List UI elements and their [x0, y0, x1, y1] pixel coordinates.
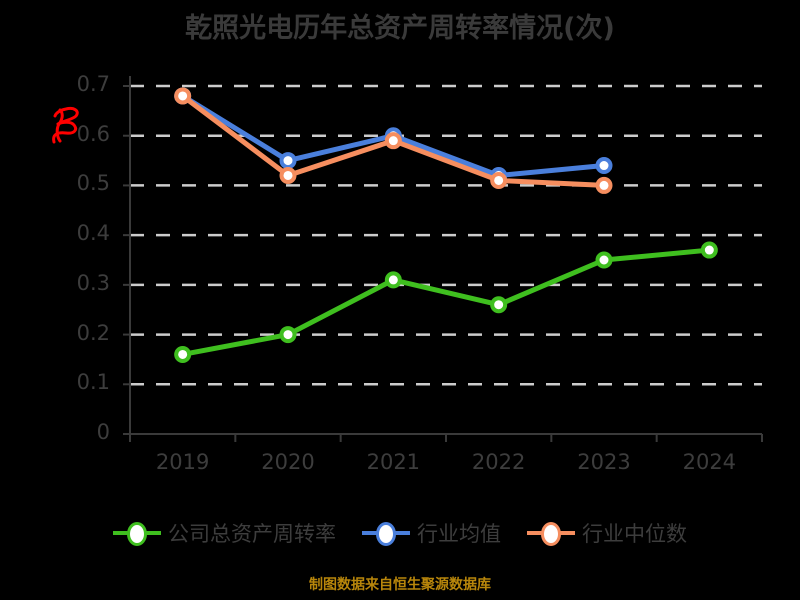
data-point-marker[interactable] — [279, 152, 297, 170]
x-axis-label-2021: 2021 — [366, 450, 421, 474]
legend-marker-industry-mean-icon — [362, 520, 410, 546]
data-point-marker[interactable] — [595, 157, 613, 175]
legend-label-industry-median: 行业中位数 — [582, 522, 687, 546]
y-axis-label: 0 — [96, 420, 110, 444]
series-line-0 — [180, 247, 712, 357]
chart-title: 乾照光电历年总资产周转率情况(次) — [185, 13, 615, 44]
legend-marker-industry-median-icon — [527, 520, 575, 546]
source-note: 制图数据来自恒生聚源数据库 — [309, 577, 491, 593]
data-point-marker[interactable] — [279, 326, 297, 344]
data-point-marker[interactable] — [384, 271, 402, 289]
data-point-marker[interactable] — [595, 176, 613, 194]
y-axis-label: 0.4 — [76, 221, 110, 246]
data-point-marker[interactable] — [384, 132, 402, 150]
legend-label-company: 公司总资产周转率 — [168, 522, 336, 546]
legend-item-industry-mean[interactable]: 行业均值 — [362, 518, 501, 548]
legend-item-industry-median[interactable]: 行业中位数 — [527, 518, 687, 548]
x-axis-label-2024: 2024 — [682, 450, 737, 474]
y-axis-label: 0.6 — [76, 121, 110, 146]
legend-item-company[interactable]: 公司总资产周转率 — [113, 518, 336, 548]
x-axis-label-2020: 2020 — [261, 450, 315, 474]
x-axis-label-2022: 2022 — [471, 450, 526, 474]
chart-legend: 公司总资产周转率 行业均值 行业中位数 — [0, 518, 800, 548]
x-axis-label-2019: 2019 — [155, 450, 210, 474]
data-point-marker[interactable] — [174, 345, 192, 363]
legend-label-industry-mean: 行业均值 — [417, 522, 501, 546]
data-point-marker[interactable] — [490, 171, 508, 189]
y-axis-label: 0.3 — [76, 270, 110, 295]
data-point-marker[interactable] — [700, 241, 718, 259]
y-axis-label: 0.2 — [76, 320, 110, 345]
y-axis-label: 0.5 — [76, 171, 110, 196]
data-point-marker[interactable] — [279, 166, 297, 184]
y-axis-label: 0.1 — [76, 370, 110, 395]
data-point-marker[interactable] — [595, 251, 613, 269]
data-point-marker[interactable] — [490, 296, 508, 314]
data-point-marker[interactable] — [174, 87, 192, 105]
x-axis-label-2023: 2023 — [577, 450, 631, 474]
legend-marker-company-icon — [113, 520, 161, 546]
y-axis-label: 0.7 — [76, 72, 110, 96]
